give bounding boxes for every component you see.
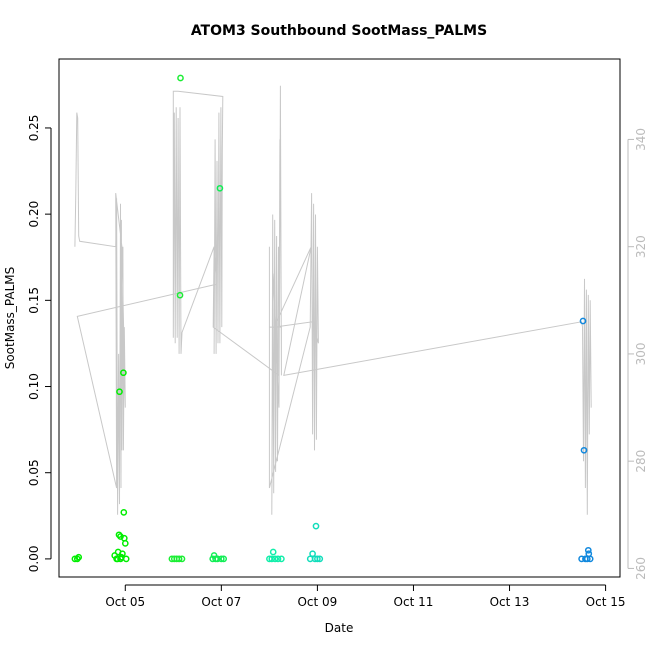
x-axis-label: Date [325,621,354,635]
y-tick-label: 0.00 [27,546,41,573]
data-point [214,555,221,563]
data-point [114,555,121,563]
data-point [176,291,184,299]
y-tick-label: 0.20 [27,201,41,228]
x-tick-label: Oct 11 [394,595,434,609]
data-point [584,546,592,554]
x-tick-label: Oct 05 [105,595,145,609]
y-tick-label: 0.05 [27,459,41,486]
x-tick-label: Oct 07 [201,595,241,609]
y-axis-label: SootMass_PALMS [3,267,17,370]
data-point [580,446,588,454]
data-point [177,74,184,82]
y2-tick-label: 300 [634,342,648,365]
axes-layer: Oct 05 Oct 07 Oct 09 Oct 11 Oct 13 Oct 15 0.00… [27,115,648,609]
secondary-trace-line [74,85,592,515]
data-point [121,540,129,547]
x-tick-label: Oct 13 [490,595,530,609]
chart-title: ATOM3 Southbound SootMass_PALMS [191,23,487,39]
secondary-trace-layer [74,85,592,515]
y2-tick-label: 280 [634,450,648,473]
data-point [210,552,218,559]
data-point [274,555,282,563]
data-point [271,555,279,563]
y2-tick-label: 320 [634,235,648,258]
plot-frame [58,58,621,578]
y-tick-label: 0.25 [27,115,41,142]
data-point [314,555,321,563]
data-point [116,388,123,396]
data-point [278,555,285,563]
data-point [312,522,320,530]
data-point [220,555,228,563]
data-point [75,553,83,561]
data-point [217,555,225,563]
data-point [120,509,128,516]
y2-tick-label: 340 [634,128,648,151]
x-tick-label: Oct 09 [297,595,337,609]
data-point [117,555,124,563]
data-point [586,555,594,563]
points-layer [71,74,594,563]
y2-tick-label: 260 [634,557,648,580]
data-point [178,555,186,563]
data-point [268,555,276,563]
data-point [316,555,324,563]
data-point [269,548,277,556]
data-point [579,317,587,325]
data-point [175,555,183,563]
y-tick-label: 0.10 [27,373,41,400]
y-tick-label: 0.15 [27,287,41,314]
data-point [309,550,316,558]
data-point [216,184,224,192]
x-tick-label: Oct 15 [586,595,626,609]
data-point [120,369,127,377]
